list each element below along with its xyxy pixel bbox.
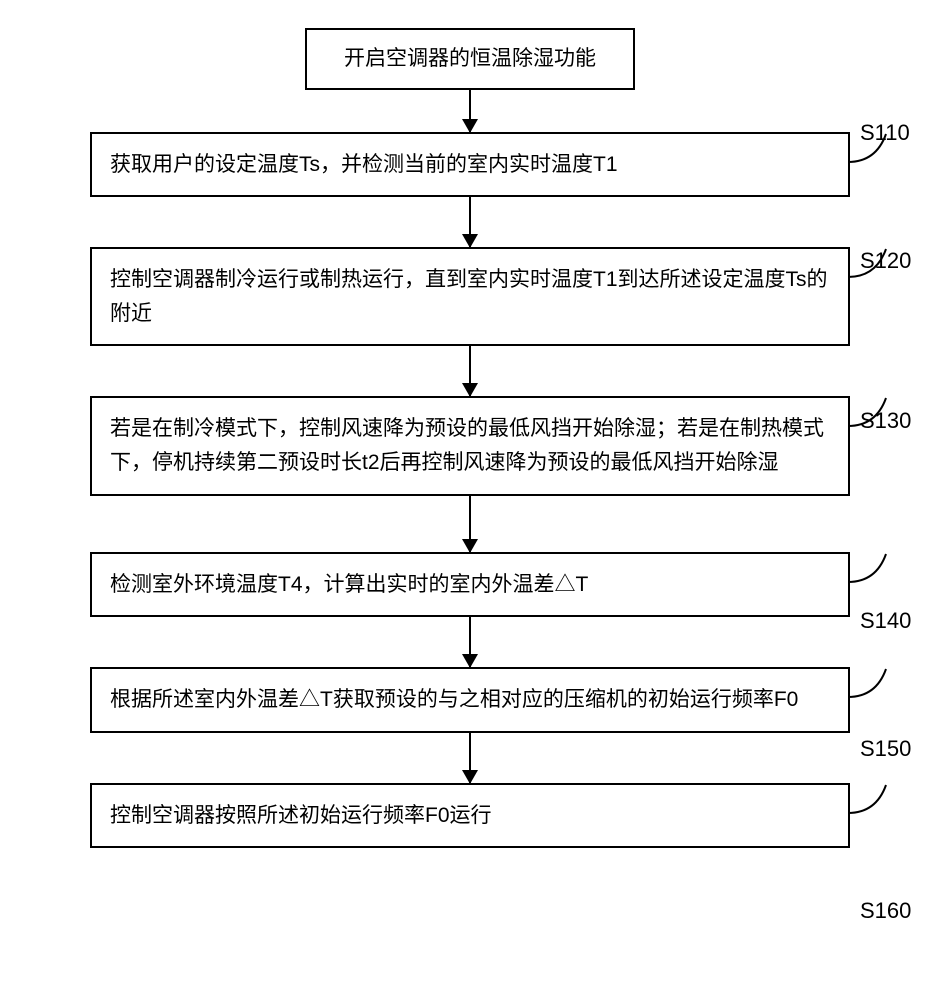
flow-arrow bbox=[469, 496, 471, 552]
step-label-s150: S150 bbox=[860, 736, 911, 762]
flowchart-container: 开启空调器的恒温除湿功能 获取用户的设定温度Ts，并检测当前的室内实时温度T1 … bbox=[60, 28, 880, 848]
flow-step-s160: 控制空调器按照所述初始运行频率F0运行 bbox=[90, 783, 850, 849]
flow-step-text: 控制空调器制冷运行或制热运行，直到室内实时温度T1到达所述设定温度Ts的附近 bbox=[110, 268, 828, 325]
flow-arrow bbox=[469, 617, 471, 667]
step-label-s120: S120 bbox=[860, 248, 911, 274]
step-label-s110: S110 bbox=[860, 120, 910, 146]
callout-line bbox=[848, 548, 894, 588]
flow-step-s110: 获取用户的设定温度Ts，并检测当前的室内实时温度T1 bbox=[90, 132, 850, 198]
flow-arrow bbox=[469, 90, 471, 132]
flow-step-text: 检测室外环境温度T4，计算出实时的室内外温差△T bbox=[110, 573, 588, 596]
flow-step-s120: 控制空调器制冷运行或制热运行，直到室内实时温度T1到达所述设定温度Ts的附近 bbox=[90, 247, 850, 346]
callout-line bbox=[848, 663, 894, 703]
flow-step-s140: 检测室外环境温度T4，计算出实时的室内外温差△T bbox=[90, 552, 850, 618]
step-label-s130: S130 bbox=[860, 408, 911, 434]
flow-arrow bbox=[469, 733, 471, 783]
flow-arrow bbox=[469, 197, 471, 247]
step-label-s160: S160 bbox=[860, 898, 911, 924]
flow-step-s150: 根据所述室内外温差△T获取预设的与之相对应的压缩机的初始运行频率F0 bbox=[90, 667, 850, 733]
flow-step-text: 若是在制冷模式下，控制风速降为预设的最低风挡开始除湿；若是在制热模式下，停机持续… bbox=[110, 417, 824, 474]
flow-start-text: 开启空调器的恒温除湿功能 bbox=[344, 47, 596, 70]
flow-step-text: 获取用户的设定温度Ts，并检测当前的室内实时温度T1 bbox=[110, 153, 618, 176]
flow-step-text: 控制空调器按照所述初始运行频率F0运行 bbox=[110, 804, 492, 827]
flow-start-box: 开启空调器的恒温除湿功能 bbox=[305, 28, 635, 90]
callout-line bbox=[848, 779, 894, 819]
flow-step-text: 根据所述室内外温差△T获取预设的与之相对应的压缩机的初始运行频率F0 bbox=[110, 688, 798, 711]
step-label-s140: S140 bbox=[860, 608, 911, 634]
flow-arrow bbox=[469, 346, 471, 396]
flow-step-s130: 若是在制冷模式下，控制风速降为预设的最低风挡开始除湿；若是在制热模式下，停机持续… bbox=[90, 396, 850, 495]
